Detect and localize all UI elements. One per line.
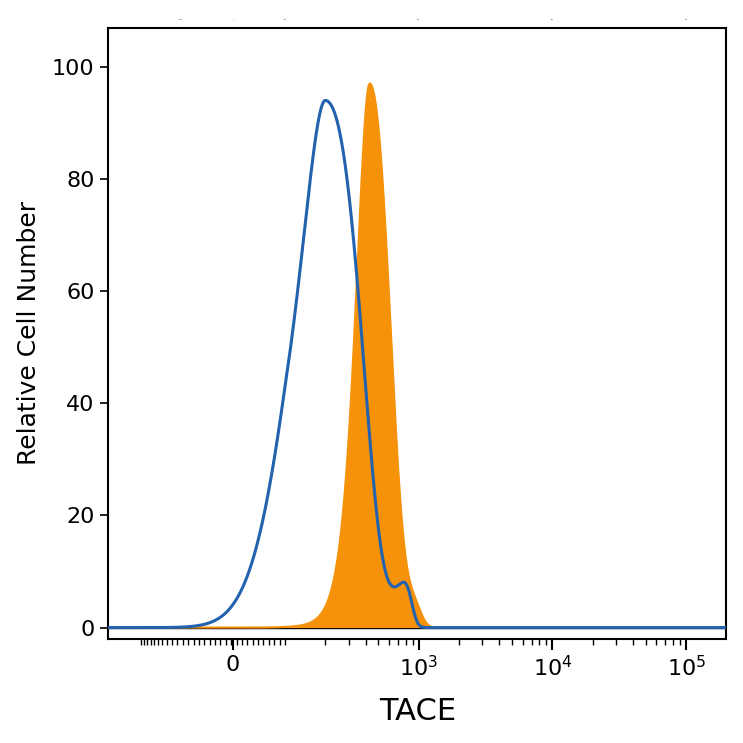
- Y-axis label: Relative Cell Number: Relative Cell Number: [16, 201, 41, 465]
- X-axis label: TACE: TACE: [379, 698, 456, 727]
